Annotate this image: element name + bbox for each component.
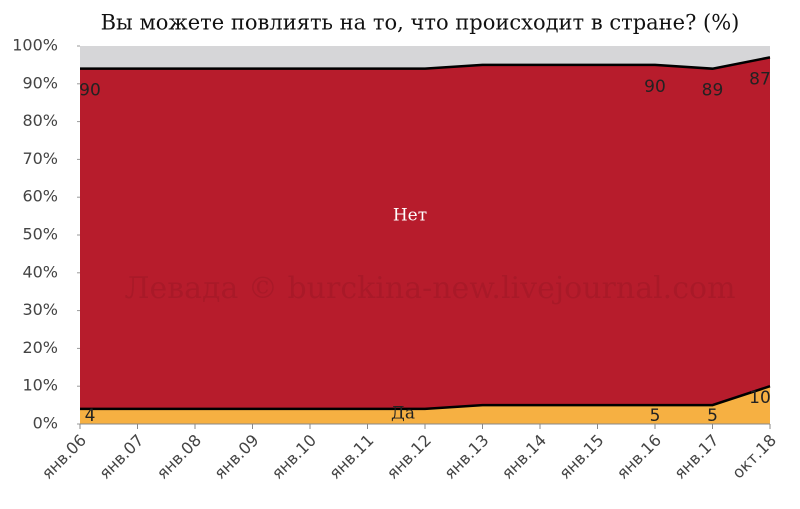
data-label: 5	[650, 406, 661, 426]
y-tick-label: 20%	[22, 338, 58, 357]
x-tick-label: янв.13	[440, 431, 492, 483]
data-label: 89	[702, 81, 724, 101]
data-label: 87	[749, 69, 771, 89]
x-tick-label: янв.06	[38, 431, 90, 483]
x-tick-label: янв.10	[268, 431, 320, 483]
area	[80, 57, 770, 409]
y-tick-label: 90%	[22, 73, 58, 92]
x-tick-label: янв.09	[210, 431, 262, 483]
data-label: 5	[707, 406, 718, 426]
x-tick-label: янв.16	[613, 431, 665, 483]
x-tick-label: янв.17	[670, 431, 722, 483]
series-line	[80, 385, 771, 411]
x-tick-label: янв.11	[325, 431, 377, 483]
y-tick-label: 100%	[12, 36, 58, 55]
data-label: 4	[85, 406, 96, 426]
area	[80, 386, 770, 424]
data-label: 10	[749, 388, 771, 408]
y-tick-label: 80%	[22, 111, 58, 130]
y-tick-label: 50%	[22, 225, 58, 244]
x-tick-label: янв.12	[383, 431, 435, 483]
y-tick-label: 40%	[22, 262, 58, 281]
data-label: 90	[644, 77, 666, 97]
y-tick-label: 30%	[22, 300, 58, 319]
x-tick-label: окт.18	[728, 431, 780, 483]
watermark: Левада © burckina-new.livejournal.com	[124, 271, 735, 306]
data-label: 90	[79, 81, 101, 101]
series-label: Да	[391, 404, 415, 424]
y-tick-label: 10%	[22, 376, 58, 395]
x-tick-label: янв.14	[498, 431, 550, 483]
y-tick-label: 60%	[22, 187, 58, 206]
x-tick-label: янв.07	[95, 431, 147, 483]
y-tick-label: 0%	[33, 414, 58, 433]
series-line	[80, 56, 771, 70]
chart-title: Вы можете повлиять на то, что происходит…	[101, 11, 740, 35]
y-tick-label: 70%	[22, 149, 58, 168]
x-tick-label: янв.08	[153, 431, 205, 483]
x-tick-label: янв.15	[555, 431, 607, 483]
series-label: Нет	[393, 206, 427, 226]
